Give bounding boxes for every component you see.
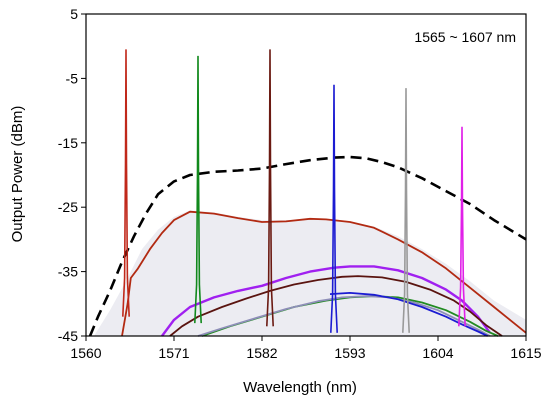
- y-tick-label: -45: [58, 328, 78, 344]
- series-line-dashed-envelope: [88, 155, 527, 337]
- y-tick-label: -35: [58, 264, 78, 280]
- laser-peak-1574: [194, 55, 202, 324]
- y-axis-label: Output Power (dBm): [9, 106, 26, 243]
- annotation-range: 1565 ~ 1607 nm: [414, 29, 516, 45]
- laser-peak-1583: [266, 49, 274, 327]
- series-line-red-ase: [121, 210, 527, 337]
- laser-peak-1600: [402, 88, 410, 333]
- x-tick-label: 1571: [158, 345, 189, 361]
- x-tick-label: 1582: [246, 345, 277, 361]
- peak-layer: [122, 49, 466, 333]
- y-tick-label: -25: [58, 199, 78, 215]
- y-tick-label: -5: [66, 70, 79, 86]
- series-line-magenta: [161, 265, 491, 337]
- x-axis-label: Wavelength (nm): [243, 379, 357, 396]
- series-line-grey-blue: [197, 295, 491, 337]
- laser-peak-1591: [330, 84, 338, 333]
- x-tick-label: 1604: [422, 345, 453, 361]
- y-tick-label: 5: [70, 6, 78, 22]
- y-ticks: 5 -5 -15 -25 -35 -45: [58, 6, 86, 344]
- series-layer: [88, 155, 527, 337]
- x-ticks: 1560 1571 1582 1593 1604 1615: [70, 336, 542, 361]
- y-tick-label: -15: [58, 135, 78, 151]
- x-tick-label: 1593: [334, 345, 365, 361]
- series-line-blue-tail: [329, 292, 488, 337]
- laser-peak-1607: [458, 126, 466, 327]
- laser-peak-1565: [122, 49, 130, 317]
- x-tick-label: 1560: [70, 345, 101, 361]
- x-tick-label: 1615: [510, 345, 541, 361]
- plot-frame: [85, 13, 527, 337]
